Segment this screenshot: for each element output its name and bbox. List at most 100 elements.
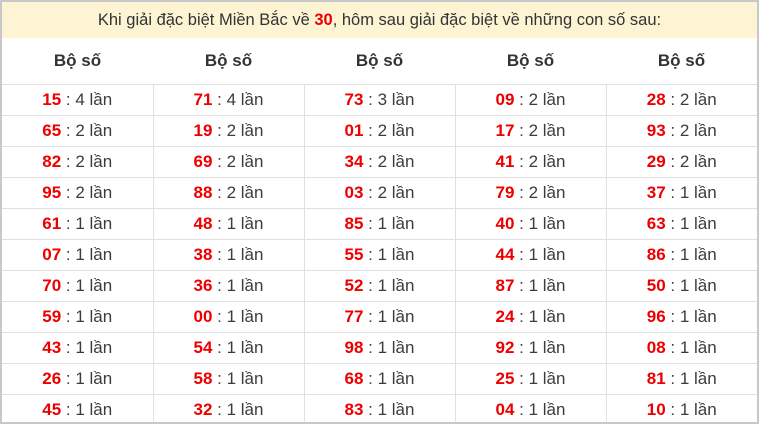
frequency-cell: 85 : 1 lần <box>303 208 455 240</box>
times-label: : 1 lần <box>212 307 264 326</box>
table-row: 26 : 1 lần 58 : 1 lần 68 : 1 lần 25 : 1 lần… <box>2 363 757 395</box>
times-label: : 2 lần <box>665 152 717 171</box>
frequency-table: Bộ số Bộ số Bộ số Bộ số Bộ số 15 : 4 lần… <box>2 38 757 422</box>
number-value: 85 <box>344 214 364 233</box>
frequency-cell: 09 : 2 lần <box>454 84 606 116</box>
title-banner: Khi giải đặc biệt Miền Bắc về 30, hôm sa… <box>2 2 757 38</box>
number-value: 87 <box>495 276 515 295</box>
table-row: 43 : 1 lần 54 : 1 lần 98 : 1 lần 92 : 1 lần… <box>2 332 757 364</box>
times-label: : 1 lần <box>514 214 566 233</box>
times-label: : 1 lần <box>665 245 717 264</box>
times-label: : 1 lần <box>61 245 113 264</box>
number-value: 86 <box>646 245 666 264</box>
frequency-table-header: Bộ số Bộ số Bộ số Bộ số Bộ số <box>2 38 757 85</box>
table-row: 82 : 2 lần 69 : 2 lần 34 : 2 lần 41 : 2 lần… <box>2 146 757 178</box>
times-label: : 2 lần <box>514 152 566 171</box>
frequency-cell: 17 : 2 lần <box>454 115 606 147</box>
banner-highlight-number: 30 <box>314 10 333 29</box>
frequency-cell: 08 : 1 lần <box>605 332 757 364</box>
times-label: : 1 lần <box>212 245 264 264</box>
number-value: 98 <box>344 338 364 357</box>
frequency-cell: 37 : 1 lần <box>605 177 757 209</box>
number-value: 00 <box>193 307 213 326</box>
frequency-cell: 15 : 4 lần <box>2 84 153 116</box>
frequency-cell: 25 : 1 lần <box>454 363 606 395</box>
frequency-cell: 04 : 1 lần <box>454 394 606 422</box>
frequency-cell: 45 : 1 lần <box>2 394 153 422</box>
times-label: : 1 lần <box>514 307 566 326</box>
number-value: 07 <box>42 245 62 264</box>
times-label: : 1 lần <box>212 369 264 388</box>
table-row: 70 : 1 lần 36 : 1 lần 52 : 1 lần 87 : 1 lần… <box>2 270 757 302</box>
number-value: 24 <box>495 307 515 326</box>
number-value: 82 <box>42 152 62 171</box>
frequency-cell: 63 : 1 lần <box>605 208 757 240</box>
number-value: 70 <box>42 276 62 295</box>
number-value: 36 <box>193 276 213 295</box>
times-label: : 2 lần <box>665 121 717 140</box>
number-value: 09 <box>495 90 515 109</box>
number-value: 28 <box>646 90 666 109</box>
frequency-cell: 29 : 2 lần <box>605 146 757 178</box>
times-label: : 1 lần <box>665 400 717 419</box>
table-row: 65 : 2 lần 19 : 2 lần 01 : 2 lần 17 : 2 lần… <box>2 115 757 147</box>
frequency-cell: 79 : 2 lần <box>454 177 606 209</box>
frequency-cell: 26 : 1 lần <box>2 363 153 395</box>
frequency-cell: 58 : 1 lần <box>152 363 304 395</box>
frequency-cell: 34 : 2 lần <box>303 146 455 178</box>
number-value: 71 <box>193 90 213 109</box>
times-label: : 1 lần <box>61 214 113 233</box>
times-label: : 1 lần <box>665 307 717 326</box>
frequency-cell: 95 : 2 lần <box>2 177 153 209</box>
column-header-1: Bộ số <box>2 38 153 85</box>
number-value: 73 <box>344 90 364 109</box>
frequency-cell: 98 : 1 lần <box>303 332 455 364</box>
times-label: : 2 lần <box>514 90 566 109</box>
times-label: : 1 lần <box>514 369 566 388</box>
times-label: : 2 lần <box>363 183 415 202</box>
number-value: 63 <box>646 214 666 233</box>
number-value: 19 <box>193 121 213 140</box>
number-value: 26 <box>42 369 62 388</box>
number-value: 43 <box>42 338 62 357</box>
frequency-cell: 68 : 1 lần <box>303 363 455 395</box>
number-value: 59 <box>42 307 62 326</box>
frequency-cell: 24 : 1 lần <box>454 301 606 333</box>
frequency-cell: 03 : 2 lần <box>303 177 455 209</box>
number-value: 10 <box>646 400 666 419</box>
times-label: : 2 lần <box>61 121 113 140</box>
number-value: 54 <box>193 338 213 357</box>
column-header-5: Bộ số <box>606 38 757 85</box>
frequency-cell: 82 : 2 lần <box>2 146 153 178</box>
times-label: : 2 lần <box>61 152 113 171</box>
table-row: 95 : 2 lần 88 : 2 lần 03 : 2 lần 79 : 2 lần… <box>2 177 757 209</box>
frequency-cell: 10 : 1 lần <box>605 394 757 422</box>
number-value: 79 <box>495 183 515 202</box>
number-value: 68 <box>344 369 364 388</box>
frequency-cell: 01 : 2 lần <box>303 115 455 147</box>
times-label: : 1 lần <box>514 276 566 295</box>
table-row: 07 : 1 lần 38 : 1 lần 55 : 1 lần 44 : 1 lần… <box>2 239 757 271</box>
frequency-cell: 71 : 4 lần <box>152 84 304 116</box>
frequency-cell: 52 : 1 lần <box>303 270 455 302</box>
table-row: 45 : 1 lần 32 : 1 lần 83 : 1 lần 04 : 1 lần… <box>2 394 757 422</box>
times-label: : 1 lần <box>514 400 566 419</box>
frequency-cell: 92 : 1 lần <box>454 332 606 364</box>
times-label: : 1 lần <box>212 214 264 233</box>
frequency-cell: 96 : 1 lần <box>605 301 757 333</box>
number-value: 15 <box>42 90 62 109</box>
frequency-cell: 70 : 1 lần <box>2 270 153 302</box>
times-label: : 2 lần <box>363 121 415 140</box>
times-label: : 1 lần <box>61 276 113 295</box>
frequency-cell: 93 : 2 lần <box>605 115 757 147</box>
frequency-cell: 44 : 1 lần <box>454 239 606 271</box>
frequency-cell: 54 : 1 lần <box>152 332 304 364</box>
frequency-cell: 07 : 1 lần <box>2 239 153 271</box>
times-label: : 1 lần <box>61 338 113 357</box>
times-label: : 1 lần <box>665 214 717 233</box>
frequency-cell: 73 : 3 lần <box>303 84 455 116</box>
number-value: 88 <box>193 183 213 202</box>
frequency-cell: 55 : 1 lần <box>303 239 455 271</box>
number-value: 95 <box>42 183 62 202</box>
number-value: 93 <box>646 121 666 140</box>
